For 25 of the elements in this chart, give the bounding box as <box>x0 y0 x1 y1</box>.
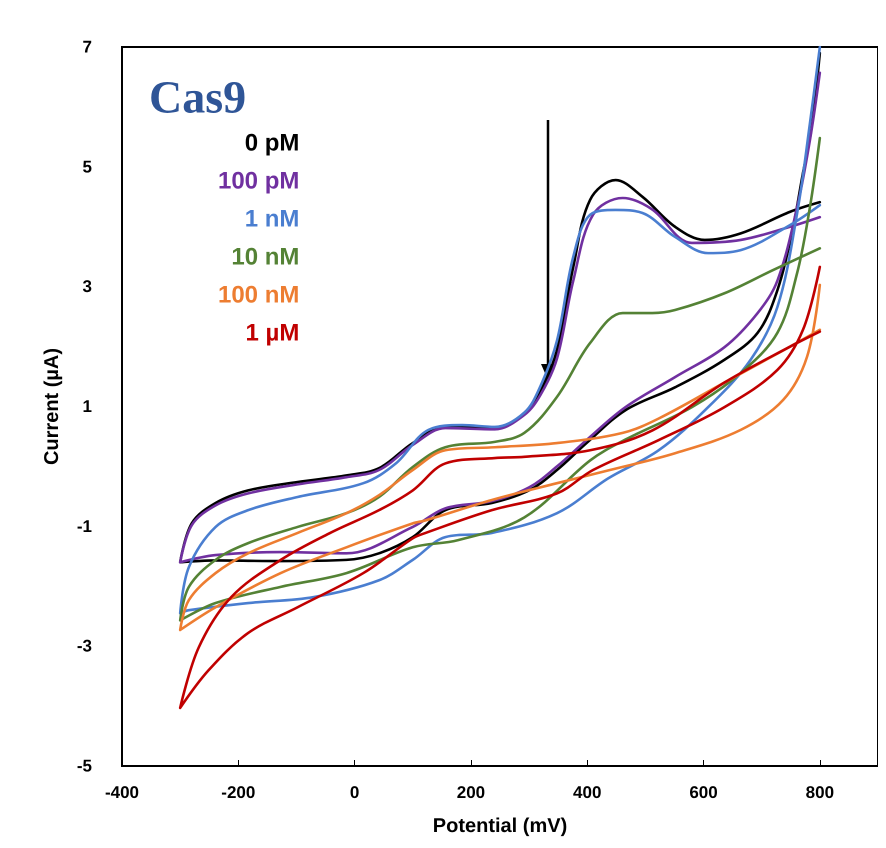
x-tick-label: 600 <box>689 783 718 802</box>
x-tick-label: 200 <box>456 783 486 802</box>
y-tick-label: -3 <box>76 636 92 656</box>
line-series <box>178 284 822 632</box>
y-tick-label: 1 <box>82 397 92 416</box>
y-tick-label: -1 <box>76 516 92 536</box>
y-tick-label: 3 <box>82 277 92 296</box>
text: 100 pM <box>218 168 300 194</box>
x-tick-label: -200 <box>221 783 256 802</box>
text: Cas9 <box>149 72 246 122</box>
line-series <box>178 266 822 710</box>
text: 1 nM <box>244 206 300 232</box>
y-tick-label: 5 <box>82 157 92 176</box>
y-tick-label: 7 <box>82 38 92 56</box>
y-axis-title: Current (µA) <box>41 348 63 466</box>
text: 1 µM <box>246 320 300 346</box>
y-tick-label: -5 <box>76 756 92 776</box>
x-tick-label: 0 <box>350 783 360 802</box>
text: 10 nM <box>231 244 300 270</box>
x-tick-label: 400 <box>573 783 602 802</box>
x-axis-title: Potential (mV) <box>432 815 568 837</box>
text: 100 nM <box>218 282 300 308</box>
text: 0 pM <box>244 130 300 156</box>
x-tick-label: 800 <box>806 783 834 802</box>
x-tick-label: -400 <box>104 783 140 802</box>
